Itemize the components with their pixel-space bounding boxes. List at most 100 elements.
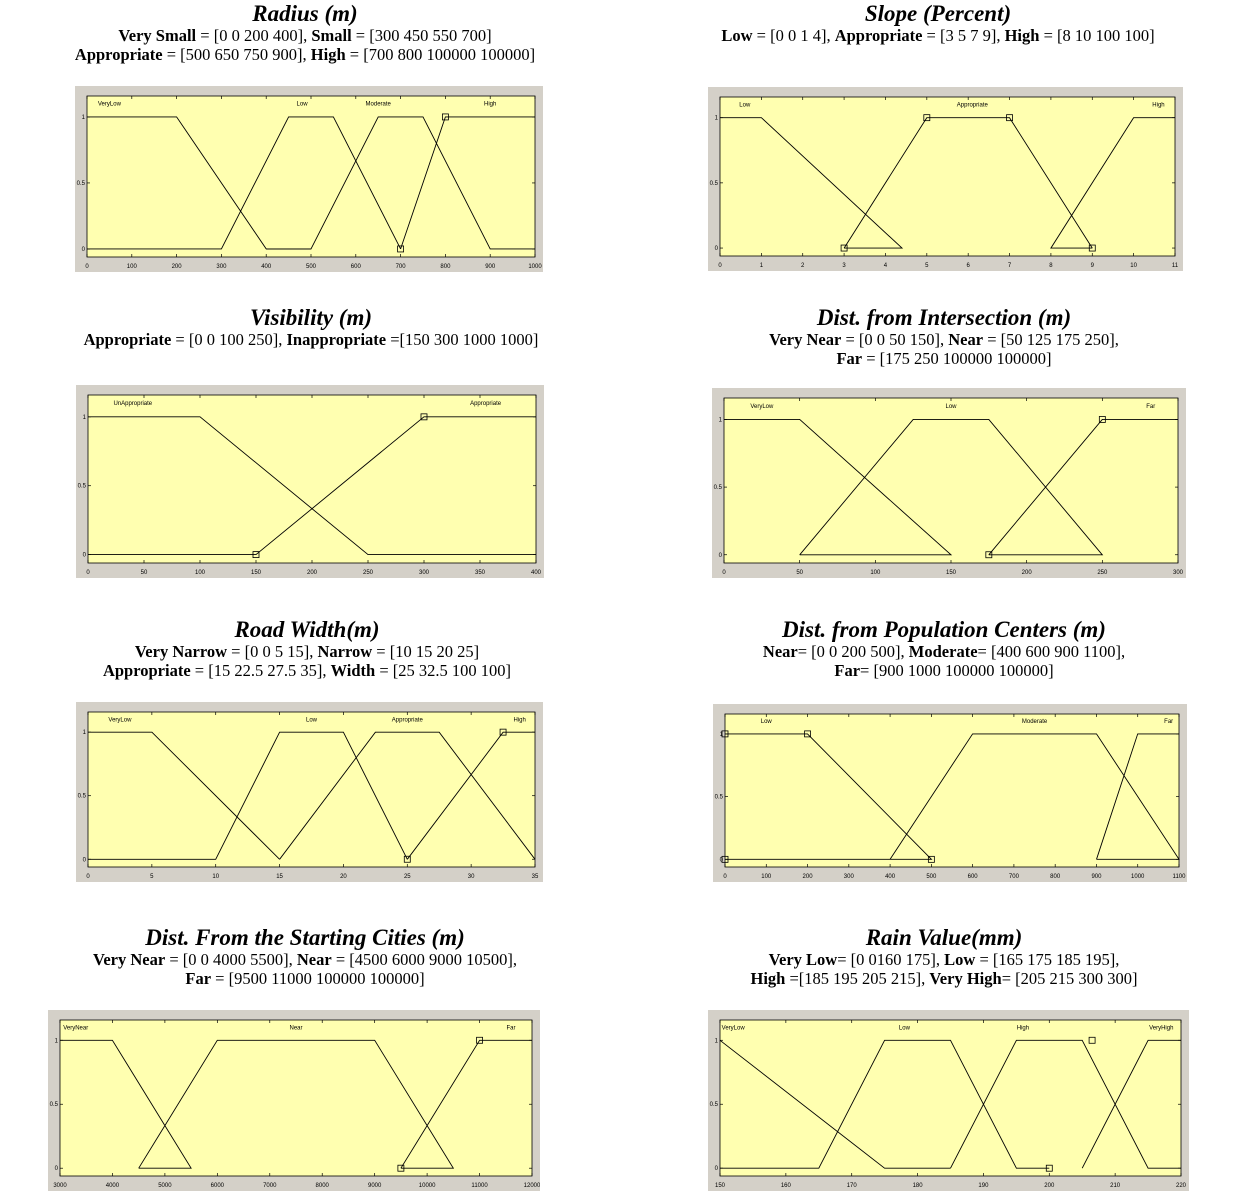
y-tick-label: 0 — [82, 247, 86, 253]
x-tick-label: 160 — [781, 1183, 792, 1189]
series-line-low — [88, 731, 408, 860]
vertex-marker — [923, 114, 931, 122]
chart-title: Dist. from Population Centers (m) — [782, 617, 1106, 642]
series-line-low — [799, 418, 1104, 556]
series-line-far — [400, 1039, 532, 1169]
y-tick-label: 0 — [719, 553, 723, 559]
series-line-low — [720, 117, 904, 249]
series-line-moderate — [266, 116, 535, 250]
vertex-marker — [397, 245, 405, 253]
vertex-marker — [476, 1036, 483, 1044]
membership-plot: 0 50 100 150 200 250 300 0 0.5 1 VeryLow Low Far — [712, 388, 1186, 578]
x-tick-label: 10000 — [419, 1183, 436, 1189]
set-name: Moderate — [908, 642, 978, 661]
series-label: Low — [306, 717, 318, 723]
x-tick-label: 2 — [801, 263, 805, 269]
y-tick-label: 1 — [719, 417, 723, 423]
series-label: Far — [507, 1025, 516, 1031]
set-name: Very Near — [769, 330, 842, 349]
y-tick-label: 1 — [55, 1038, 59, 1044]
set-params: [0 0 200 500] — [811, 642, 901, 661]
x-tick-label: 1100 — [1173, 874, 1187, 880]
x-tick-label: 300 — [216, 264, 227, 270]
x-tick-label: 7 — [1008, 263, 1012, 269]
x-tick-label: 1000 — [528, 264, 542, 270]
x-tick-label: 500 — [926, 874, 937, 880]
series-label: Low — [739, 103, 751, 109]
x-tick-label: 350 — [475, 570, 486, 576]
set-params: [0 0 1 4] — [770, 26, 827, 45]
x-tick-label: 800 — [440, 264, 451, 270]
set-name: Very Near — [92, 950, 166, 969]
series-line-verynear — [60, 1039, 192, 1169]
x-tick-label: 200 — [803, 874, 814, 880]
x-tick-label: 900 — [485, 264, 496, 270]
chart-title: Dist. from Intersection (m) — [816, 305, 1072, 330]
set-name: Small — [311, 26, 352, 45]
series-line-appropriate — [88, 416, 536, 556]
y-tick-label: 0.5 — [714, 485, 723, 491]
series-label: VeryHigh — [1149, 1025, 1173, 1031]
set-params: [3 5 7 9] — [939, 26, 997, 45]
series-label: Far — [1146, 404, 1155, 410]
membership-plot: 0 50 100 150 200 250 300 350 400 0 0.5 1 UnAppropria… — [76, 385, 544, 578]
y-tick-label: 0 — [715, 1166, 719, 1172]
x-tick-label: 400 — [261, 264, 272, 270]
chart-header: Slope (Percent) Low = [0 0 1 4], Appropri… — [618, 2, 1243, 46]
series-label: VeryLow — [108, 717, 132, 723]
set-params: [10 15 20 25] — [389, 642, 480, 661]
definition-line: Very Near = [0 0 50 150], Near = [50 125… — [769, 330, 1119, 349]
x-tick-label: 35 — [532, 874, 539, 880]
chart-header: Road Width(m) Very Narrow = [0 0 5 15], N… — [0, 618, 627, 681]
x-tick-label: 8 — [1049, 263, 1053, 269]
x-tick-label: 4 — [884, 263, 888, 269]
set-name: Inappropriate — [286, 330, 387, 349]
series-label: Far — [1164, 719, 1173, 725]
series-label: Moderate — [1022, 719, 1048, 725]
vertex-marker — [403, 855, 411, 863]
x-tick-label: 1000 — [1131, 874, 1145, 880]
chart-title: Rain Value(mm) — [865, 925, 1023, 950]
set-name: Far — [834, 661, 861, 680]
plot-area — [719, 1019, 1182, 1177]
series-label: Moderate — [366, 102, 392, 108]
set-name: Appropriate — [74, 45, 163, 64]
x-tick-label: 25 — [404, 874, 411, 880]
plot-area — [87, 711, 536, 868]
x-tick-label: 0 — [86, 874, 90, 880]
x-tick-label: 200 — [1044, 1183, 1055, 1189]
membership-plot: 0 5 10 15 20 25 30 35 0 0.5 1 VeryLow Low Appropriate… — [76, 702, 543, 882]
x-tick-label: 300 — [844, 874, 855, 880]
definition-line: Very Low= [0 0160 175], Low = [165 175 1… — [768, 950, 1120, 969]
definition-line: Near= [0 0 200 500], Moderate= [400 600 … — [762, 642, 1126, 661]
set-params: [0 0 100 250] — [188, 330, 279, 349]
x-tick-label: 220 — [1176, 1183, 1187, 1189]
set-name: Very High — [929, 969, 1002, 988]
y-tick-label: 1 — [715, 1038, 719, 1044]
series-label: Low — [899, 1025, 911, 1031]
x-tick-label: 300 — [419, 570, 430, 576]
chart-header: Dist. from Intersection (m) Very Near = [… — [624, 305, 1243, 369]
y-tick-label: 0 — [83, 857, 87, 863]
plot-area — [719, 96, 1176, 257]
set-params: [500 650 750 900] — [180, 45, 303, 64]
x-tick-label: 180 — [913, 1183, 924, 1189]
vertex-marker — [804, 730, 811, 738]
plot-area — [724, 713, 1180, 868]
series-line-verylow — [724, 418, 953, 556]
x-tick-label: 200 — [1022, 570, 1033, 576]
vertex-marker — [441, 113, 449, 121]
series-label: High — [1017, 1025, 1029, 1031]
x-tick-label: 5 — [150, 874, 154, 880]
vertex-marker — [420, 413, 428, 421]
series-label: VeryLow — [722, 1025, 746, 1031]
x-tick-label: 11 — [1172, 263, 1179, 269]
set-name: Low — [944, 950, 976, 969]
series-label: VeryLow — [750, 404, 774, 410]
x-tick-label: 200 — [307, 570, 318, 576]
set-name: Far — [185, 969, 212, 988]
plot-area — [87, 394, 537, 564]
definition-line: Very Narrow = [0 0 5 15], Narrow = [10 1… — [134, 642, 480, 661]
set-params: [400 600 900 1100] — [990, 642, 1121, 661]
series-label: VeryLow — [98, 102, 122, 108]
